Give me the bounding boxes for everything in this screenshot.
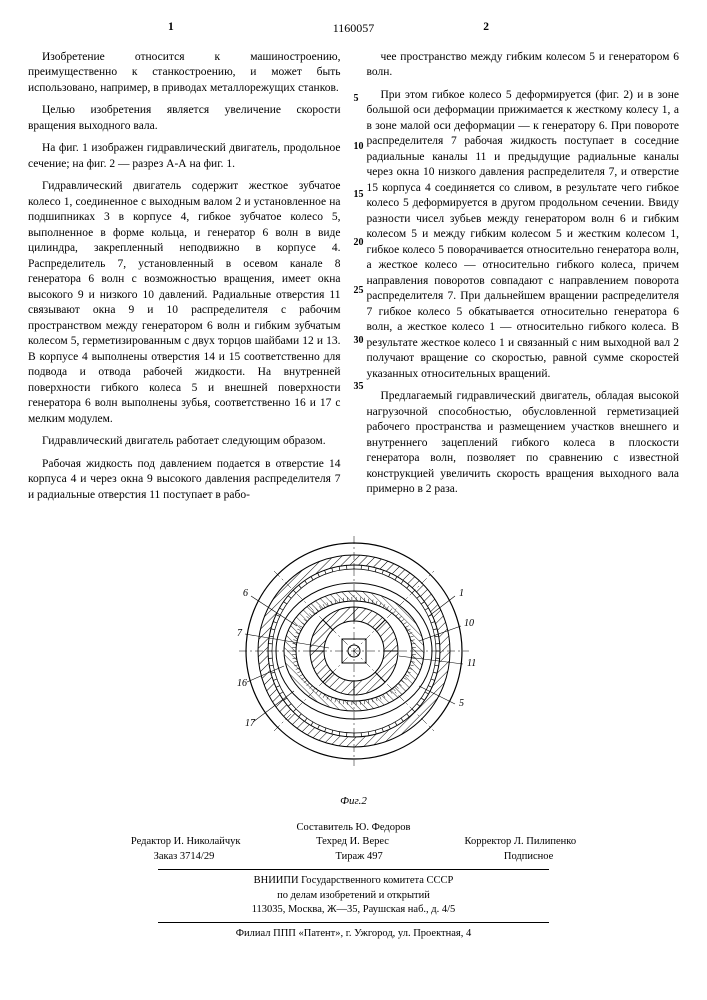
page: 1 1160057 2 Изобретение относится к маши… (0, 0, 707, 962)
corrector: Корректор Л. Пилипенко (465, 835, 577, 850)
order-number: Заказ 3714/29 (154, 850, 215, 865)
footer: Составитель Ю. Федоров Редактор И. Никол… (28, 821, 679, 942)
org-line-1: ВНИИПИ Государственного комитета СССР (28, 874, 679, 889)
line-marker: 10 (354, 140, 364, 154)
ref-num: 11 (467, 658, 476, 669)
tirazh: Тираж 497 (335, 850, 382, 865)
ref-num: 6 (243, 588, 248, 599)
divider (158, 869, 549, 870)
para: Гидравлический двигатель работает следую… (28, 434, 341, 450)
compiler: Составитель Ю. Федоров (28, 821, 679, 836)
line-marker: 35 (354, 380, 364, 394)
patent-number: 1160057 (333, 21, 375, 35)
tech-editor: Техред И. Верес (316, 835, 389, 850)
ref-num: 1 (459, 588, 464, 599)
line-marker: 20 (354, 236, 364, 250)
line-marker: 5 (354, 92, 359, 106)
header: 1 1160057 2 (28, 20, 679, 38)
para: чее пространство между гибким колесом 5 … (367, 50, 680, 81)
ref-num: 5 (459, 698, 464, 709)
para: На фиг. 1 изображен гидравлический двига… (28, 141, 341, 172)
para: Рабочая жидкость под давлением подается … (28, 457, 341, 504)
column-left: Изобретение относится к машиностроению, … (28, 50, 341, 511)
divider (158, 922, 549, 923)
address-1: 113035, Москва, Ж—35, Раушская наб., д. … (28, 903, 679, 918)
ref-num: 7 (237, 628, 243, 639)
para: Гидравлический двигатель содержит жестко… (28, 179, 341, 427)
address-2: Филиал ППП «Патент», г. Ужгород, ул. Про… (28, 927, 679, 942)
para: При этом гибкое колесо 5 деформируется (… (367, 88, 680, 383)
figure-2: 1 10 11 5 17 16 6 7 Фиг.2 (28, 526, 679, 808)
col-num-right: 2 (483, 20, 489, 36)
col-num-left: 1 (168, 20, 174, 36)
figure-label: Фиг.2 (28, 794, 679, 809)
org-line-2: по делам изобретений и открытий (28, 889, 679, 904)
text-columns: Изобретение относится к машиностроению, … (28, 50, 679, 511)
ref-num: 10 (464, 618, 474, 629)
subscription: Подписное (504, 850, 553, 865)
line-marker: 15 (354, 188, 364, 202)
ref-num: 16 (237, 678, 247, 689)
line-marker: 30 (354, 334, 364, 348)
para: Изобретение относится к машиностроению, … (28, 50, 341, 97)
para: Предлагаемый гидравлический двигатель, о… (367, 389, 680, 498)
ref-num: 17 (245, 718, 256, 729)
para: Целью изобретения является увеличение ск… (28, 103, 341, 134)
column-right: чее пространство между гибким колесом 5 … (367, 50, 680, 511)
line-marker: 25 (354, 284, 364, 298)
editor: Редактор И. Николайчук (131, 835, 241, 850)
figure-svg: 1 10 11 5 17 16 6 7 (219, 526, 489, 786)
